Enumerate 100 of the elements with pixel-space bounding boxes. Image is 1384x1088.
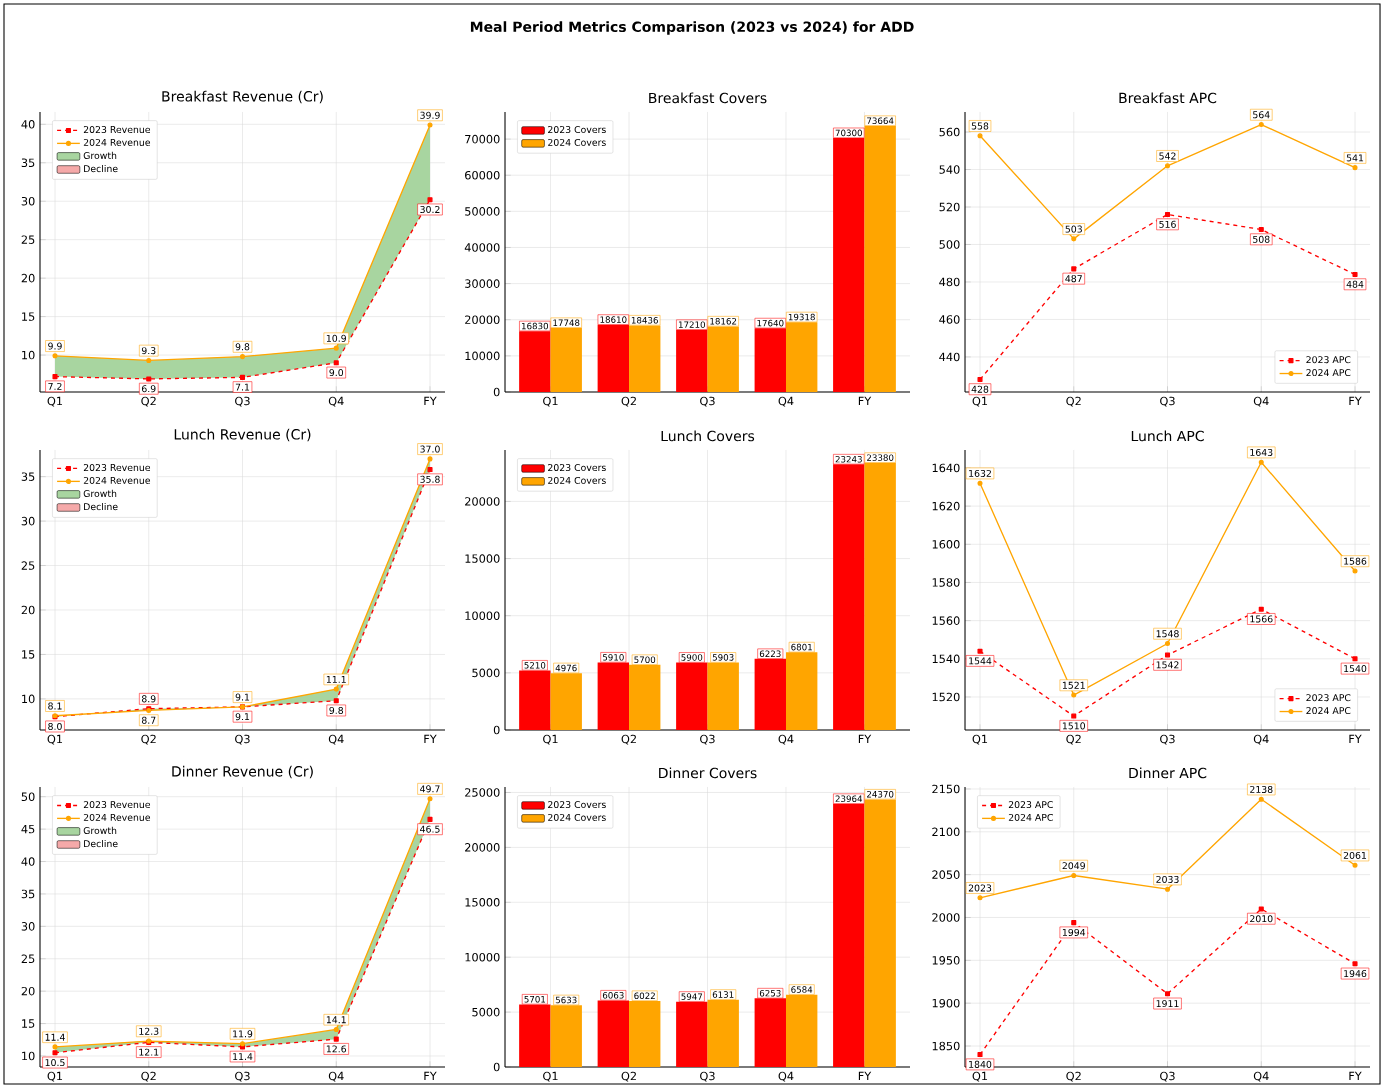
data-label: 37.0 xyxy=(420,445,440,453)
text: Meal Period Metrics Comparison (2023 vs 2024) for ADD xyxy=(470,21,914,35)
legend-label: 2024 APC xyxy=(1306,707,1351,715)
legend-label: 2024 Covers xyxy=(548,813,606,821)
x-tick-label: Q3 xyxy=(235,734,250,745)
x-tick-label: Q2 xyxy=(141,1071,156,1082)
data-label: 487 xyxy=(1065,275,1082,283)
legend-label: 2024 Revenue xyxy=(83,138,151,146)
data-label: 23964 xyxy=(835,795,863,802)
data-label: 7.1 xyxy=(235,383,250,391)
y-tick-label: 560 xyxy=(939,127,960,137)
y-tick-label: 1580 xyxy=(932,578,960,587)
y-tick-label: 20000 xyxy=(465,843,500,852)
y-tick-label: 1900 xyxy=(932,998,960,1008)
y-tick-label: 1950 xyxy=(932,956,960,965)
legend-label: 2023 Covers xyxy=(548,464,606,472)
chart-title: Breakfast Covers xyxy=(649,92,767,104)
y-tick-label: 20 xyxy=(21,273,35,283)
data-label: 6253 xyxy=(759,989,781,997)
data-label: 24370 xyxy=(867,791,894,798)
data-label: 1632 xyxy=(969,469,991,477)
y-tick-label: 50000 xyxy=(465,207,500,216)
data-label: 1544 xyxy=(969,657,992,665)
legend-label: 2024 APC xyxy=(1306,369,1351,377)
y-tick-label: 25000 xyxy=(465,788,500,797)
x-tick-label: Q2 xyxy=(621,396,636,407)
x-tick-label: FY xyxy=(858,734,872,743)
x-tick-label: Q4 xyxy=(328,734,344,745)
data-label: 18610 xyxy=(600,316,627,323)
x-tick-label: Q3 xyxy=(700,734,715,745)
y-tick-label: 30000 xyxy=(465,279,500,288)
x-tick-label: Q1 xyxy=(543,1071,558,1082)
x-tick-label: Q2 xyxy=(1066,396,1081,407)
legend-label: 2024 APC xyxy=(1008,813,1053,821)
data-label: 1911 xyxy=(1156,1000,1179,1008)
x-tick-label: Q3 xyxy=(1160,1071,1175,1082)
legend-label: 2023 Covers xyxy=(548,125,606,134)
data-label: 6022 xyxy=(634,992,655,1000)
data-label: 5210 xyxy=(524,662,546,669)
x-tick-label: Q3 xyxy=(700,396,715,407)
data-label: 508 xyxy=(1253,235,1270,243)
data-label: 5910 xyxy=(602,654,624,661)
x-tick-label: Q2 xyxy=(141,396,156,407)
data-label: 5633 xyxy=(555,996,577,1004)
data-label: 9.0 xyxy=(329,369,344,377)
data-label: 6.9 xyxy=(141,385,156,393)
chart-title: Dinner APC xyxy=(1129,767,1207,779)
x-tick-label: Q1 xyxy=(543,734,558,745)
data-label: 8.0 xyxy=(48,722,62,730)
x-tick-label: Q1 xyxy=(972,396,988,407)
data-label: 1548 xyxy=(1156,630,1179,638)
y-tick-label: 0 xyxy=(493,725,500,735)
x-tick-label: Q4 xyxy=(778,396,794,407)
y-tick-label: 1640 xyxy=(932,463,960,473)
x-tick-label: Q4 xyxy=(778,734,794,745)
data-label: 10.9 xyxy=(326,334,346,342)
y-tick-label: 70000 xyxy=(465,134,500,144)
data-label: 1542 xyxy=(1156,661,1179,669)
data-label: 5900 xyxy=(681,654,703,661)
data-label: 46.5 xyxy=(420,825,440,833)
y-tick-label: 10 xyxy=(22,1051,35,1061)
data-label: 2033 xyxy=(1156,875,1179,883)
data-label: 564 xyxy=(1253,111,1270,119)
legend-label: 2023 APC xyxy=(1306,694,1351,702)
x-tick-label: Q1 xyxy=(972,734,988,745)
x-tick-label: FY xyxy=(424,734,437,743)
x-tick-label: Q1 xyxy=(47,1071,63,1082)
x-tick-label: Q4 xyxy=(328,396,344,407)
y-tick-label: 1850 xyxy=(932,1041,960,1051)
chart-title: Lunch Covers xyxy=(661,430,755,442)
legend-label: Decline xyxy=(84,839,118,848)
x-tick-label: Q2 xyxy=(1066,734,1081,745)
x-tick-label: Q1 xyxy=(47,734,63,745)
data-label: 1510 xyxy=(1062,722,1086,730)
x-tick-label: Q4 xyxy=(778,1071,794,1082)
data-label: 9.8 xyxy=(329,706,344,714)
y-tick-label: 50 xyxy=(21,792,35,802)
x-tick-label: Q2 xyxy=(621,734,636,745)
x-tick-label: FY xyxy=(858,1071,872,1080)
y-tick-label: 20 xyxy=(21,605,35,615)
x-tick-label: Q4 xyxy=(1253,1071,1269,1082)
y-tick-label: 460 xyxy=(939,315,960,324)
data-label: 5947 xyxy=(681,993,703,1000)
data-label: 6063 xyxy=(602,992,624,999)
x-tick-label: Q2 xyxy=(621,1071,636,1082)
x-tick-label: FY xyxy=(424,396,437,405)
x-tick-label: FY xyxy=(1349,1071,1362,1080)
y-tick-label: 10 xyxy=(22,350,35,360)
data-label: 1521 xyxy=(1062,681,1085,689)
y-tick-label: 500 xyxy=(939,240,960,249)
data-label: 5700 xyxy=(634,656,656,663)
x-tick-label: Q4 xyxy=(1253,734,1269,745)
data-label: 11.9 xyxy=(233,1030,253,1038)
y-tick-label: 15000 xyxy=(465,898,500,907)
data-label: 2049 xyxy=(1062,862,1085,870)
legend-label: Decline xyxy=(84,164,118,173)
x-tick-label: FY xyxy=(858,396,872,405)
data-label: 4976 xyxy=(555,664,577,672)
y-tick-label: 10 xyxy=(22,694,35,704)
data-label: 39.9 xyxy=(420,111,440,119)
